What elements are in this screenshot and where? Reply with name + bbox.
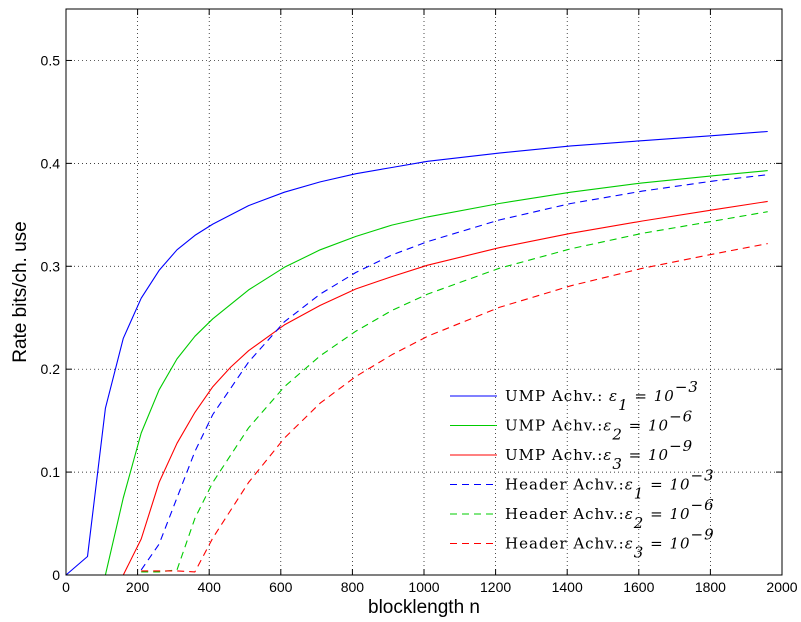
- legend-epsilon: ε: [603, 446, 612, 464]
- legend-value: = 10: [623, 446, 669, 464]
- legend-epsilon: ε: [603, 417, 612, 435]
- legend-epsilon-subscript: 3: [634, 544, 645, 562]
- legend-epsilon-subscript: 2: [611, 426, 623, 444]
- series-line-3: [66, 200, 768, 576]
- legend-exponent: −6: [669, 408, 693, 426]
- legend-label: Header Achv.:: [505, 535, 625, 553]
- y-tick-label: 0.3: [41, 258, 61, 274]
- legend-entry-2: UMP Achv.:ε2 = 10−6: [505, 408, 693, 444]
- series-lines: [65, 130, 768, 576]
- legend-exponent: −3: [691, 467, 715, 485]
- legend-epsilon-subscript: 3: [612, 455, 623, 473]
- legend-epsilon-subscript: 2: [633, 514, 645, 532]
- series-line-1: [65, 130, 768, 576]
- x-tick-label: 1800: [695, 579, 726, 595]
- legend-value: = 10: [644, 476, 690, 494]
- legend-label: UMP Achv.:: [505, 417, 603, 435]
- x-tick-label: 1400: [552, 579, 583, 595]
- legend-label: Header Achv.:: [505, 476, 625, 494]
- x-tick-label: 400: [198, 579, 222, 595]
- x-tick-label: 1000: [408, 579, 439, 595]
- x-tick-label: 800: [341, 579, 365, 595]
- legend-entry-5: Header Achv.:ε2 = 10−6: [505, 496, 715, 532]
- legend-exponent: −3: [675, 378, 699, 396]
- legend-entry-1: UMP Achv.: ε1 = 10−3: [505, 378, 699, 414]
- series-line-5: [141, 211, 768, 573]
- y-axis-label: Rate bits/ch. use: [10, 221, 31, 363]
- x-tick-label: 600: [269, 579, 293, 595]
- y-tick-label: 0.5: [41, 52, 61, 68]
- legend-value: = 10: [644, 505, 690, 523]
- x-tick-label: 2000: [766, 579, 797, 595]
- legend-entry-6: Header Achv.:ε3 = 10−9: [505, 526, 715, 562]
- legend-exponent: −9: [691, 526, 715, 544]
- legend-epsilon: ε: [625, 535, 634, 553]
- x-tick-label: 1600: [623, 579, 654, 595]
- legend-value: = 10: [629, 387, 675, 405]
- legend-epsilon: ε: [625, 476, 634, 494]
- legend-epsilon-subscript: 1: [634, 485, 645, 503]
- y-tick-label: 0: [52, 567, 60, 583]
- legend-epsilon: ε: [625, 505, 634, 523]
- series-line-4: [140, 174, 768, 571]
- x-tick-label: 200: [126, 579, 150, 595]
- series-line-2: [66, 170, 768, 576]
- legend-entry-4: Header Achv.:ε1 = 10−3: [505, 467, 715, 503]
- legend-epsilon: ε: [609, 387, 618, 405]
- y-tick-label: 0.4: [41, 155, 61, 171]
- y-tick-label: 0.1: [41, 464, 61, 480]
- legend-label: Header Achv.:: [505, 505, 625, 523]
- y-tick-label: 0.2: [41, 361, 61, 377]
- grid-lines: [66, 9, 782, 575]
- legend-label: UMP Achv.:: [505, 387, 609, 405]
- axis-ticks: 0 200 400 600 800 1000 1200 1400 1600 1800 2000 0 0.…: [41, 9, 798, 595]
- series-line-6: [141, 243, 768, 573]
- legend-epsilon-subscript: 1: [618, 396, 629, 414]
- legend-exponent: −9: [669, 437, 693, 455]
- legend-value: = 10: [644, 535, 690, 553]
- legend-exponent: −6: [691, 496, 715, 514]
- x-tick-label: 0: [62, 579, 70, 595]
- x-tick-label: 1200: [480, 579, 511, 595]
- legend-label: UMP Achv.:: [505, 446, 603, 464]
- legend-value: = 10: [623, 417, 669, 435]
- x-axis-label: blocklength n: [368, 597, 480, 618]
- legend-entry-3: UMP Achv.:ε3 = 10−9: [505, 437, 693, 473]
